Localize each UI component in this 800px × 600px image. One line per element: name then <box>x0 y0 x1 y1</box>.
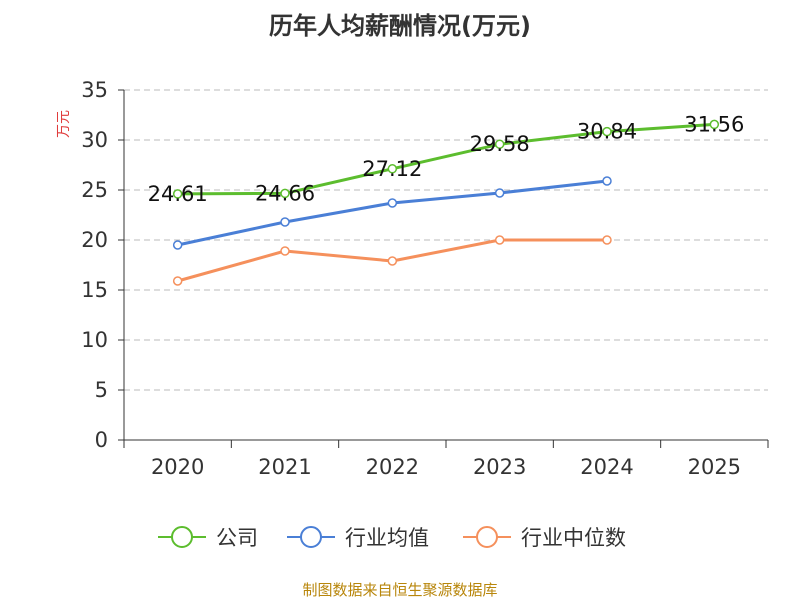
data-label: 24.61 <box>148 182 208 206</box>
data-point <box>280 246 290 256</box>
legend-item[interactable]: 行业中位数 <box>463 526 626 550</box>
y-tick-label: 30 <box>81 128 108 152</box>
data-point <box>709 119 720 130</box>
data-point <box>387 256 398 266</box>
data-point <box>494 235 505 245</box>
x-tick-label: 2025 <box>688 455 741 479</box>
data-point <box>280 217 290 227</box>
y-axis-label: 万元 <box>56 110 72 138</box>
legend-label: 行业均值 <box>345 526 429 550</box>
data-label: 31.56 <box>684 112 744 136</box>
series-group: 24.61 24.66 27.12 29.58 30.84 31.56 <box>148 112 745 286</box>
series-1 <box>172 176 612 250</box>
x-tick-label: 2021 <box>258 455 311 479</box>
y-tick-label: 15 <box>81 278 108 302</box>
data-label: 24.66 <box>255 181 315 205</box>
data-point <box>387 164 398 174</box>
data-point <box>172 189 183 199</box>
series-line <box>177 122 715 196</box>
y-tick-label: 0 <box>95 428 108 452</box>
data-label: 30.84 <box>577 120 637 144</box>
x-tick-label: 2024 <box>580 455 633 479</box>
data-label: 29.58 <box>470 132 530 156</box>
data-point <box>602 176 612 186</box>
legend-label: 行业中位数 <box>521 526 626 550</box>
legend-item[interactable]: 行业均值 <box>287 526 429 550</box>
series-0: 24.61 24.66 27.12 29.58 30.84 31.56 <box>148 112 745 206</box>
series-2 <box>172 235 612 286</box>
data-point <box>494 188 505 198</box>
y-tick-label: 25 <box>81 178 108 202</box>
legend-swatch-marker <box>476 526 498 548</box>
data-point <box>602 126 612 137</box>
series-line <box>177 179 608 247</box>
data-point <box>602 235 612 245</box>
x-tick-label: 2023 <box>473 455 526 479</box>
data-point <box>172 240 183 250</box>
legend-swatch-marker <box>300 526 322 548</box>
data-label: 27.12 <box>362 157 422 181</box>
legend[interactable]: 公司 行业均值 行业中位数 <box>158 526 626 550</box>
y-tick-label: 35 <box>81 78 108 102</box>
data-point <box>387 198 398 208</box>
legend-swatch-marker <box>171 526 193 548</box>
source-note: 制图数据来自恒生聚源数据库 <box>302 581 497 599</box>
x-tick-label: 2022 <box>366 455 419 479</box>
y-tick-label: 10 <box>81 328 108 352</box>
x-tick-label: 2020 <box>151 455 204 479</box>
y-tick-label: 20 <box>81 228 108 252</box>
legend-item[interactable]: 公司 <box>158 526 258 550</box>
legend-label: 公司 <box>216 526 258 550</box>
chart-title: 历年人均薪酬情况(万元) <box>269 12 531 40</box>
data-point <box>494 139 505 149</box>
y-tick-label: 5 <box>95 378 108 402</box>
data-point <box>172 276 183 286</box>
data-point <box>280 188 290 199</box>
gridlines <box>124 89 768 391</box>
